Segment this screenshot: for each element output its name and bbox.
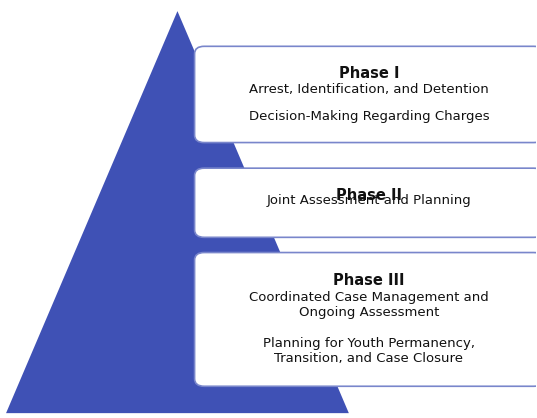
Text: Planning for Youth Permanency,
Transition, and Case Closure: Planning for Youth Permanency, Transitio… — [263, 337, 475, 365]
FancyBboxPatch shape — [194, 252, 537, 386]
Text: Phase I: Phase I — [339, 66, 399, 82]
Text: Arrest, Identification, and Detention: Arrest, Identification, and Detention — [249, 83, 489, 96]
Text: Phase II: Phase II — [336, 188, 402, 203]
Text: Decision-Making Regarding Charges: Decision-Making Regarding Charges — [249, 110, 489, 123]
Text: Phase III: Phase III — [333, 273, 405, 288]
Text: Coordinated Case Management and
Ongoing Assessment: Coordinated Case Management and Ongoing … — [249, 291, 489, 319]
FancyBboxPatch shape — [194, 168, 537, 237]
FancyBboxPatch shape — [194, 46, 537, 143]
Text: Joint Assessment and Planning: Joint Assessment and Planning — [266, 194, 471, 207]
Polygon shape — [6, 11, 349, 413]
